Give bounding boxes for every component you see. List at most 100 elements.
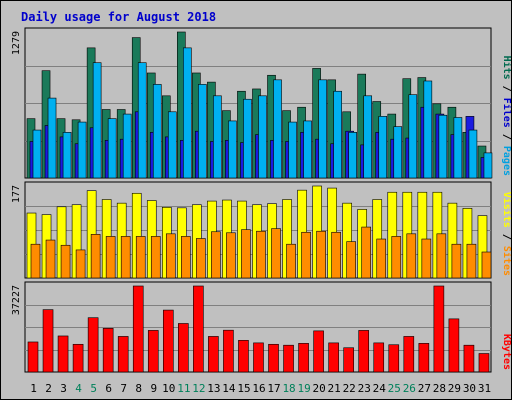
panel-2-legend: Visits / Sites	[501, 192, 511, 276]
kbytes-bar	[358, 330, 370, 373]
sites-bar	[361, 226, 372, 279]
kbytes-bar	[403, 336, 415, 373]
sites-bar	[256, 230, 266, 279]
x-tick-label: 21	[328, 382, 341, 395]
x-tick-label: 7	[120, 382, 127, 395]
pages-bar	[483, 152, 493, 179]
legend-separator: /	[501, 128, 511, 146]
pages-bar	[92, 62, 102, 179]
kbytes-bar	[193, 285, 204, 373]
kbytes-bar	[433, 285, 445, 373]
kbytes-bar	[388, 344, 400, 373]
pages-bar	[363, 95, 373, 179]
sites-bar	[241, 229, 251, 279]
kbytes-bar	[27, 341, 39, 373]
sites-bar	[481, 251, 492, 279]
kbytes-bar	[132, 285, 144, 373]
legend-separator: /	[501, 228, 511, 246]
pages-bar	[408, 94, 418, 179]
x-tick-label: 16	[252, 382, 265, 395]
sites-bar	[376, 238, 387, 279]
kbytes-bar	[117, 336, 129, 373]
kbytes-bar	[178, 323, 189, 373]
x-tick-label: 19	[297, 382, 310, 395]
sites-bar	[466, 243, 477, 279]
pages-bar	[228, 120, 237, 179]
panel-1-legend: Hits / Files / Pages	[501, 56, 511, 176]
sites-bar	[316, 230, 326, 279]
kbytes-bar	[162, 309, 174, 373]
x-tick-label: 6	[105, 382, 112, 395]
pages-bar	[333, 90, 342, 179]
pages-bar	[258, 95, 267, 179]
kbytes-bar	[102, 328, 114, 373]
sites-bar	[421, 238, 432, 279]
legend-visits: Visits	[501, 192, 511, 228]
sites-bar	[301, 231, 311, 279]
kbytes-bar	[253, 342, 264, 373]
panel-3-max-label: 37227	[11, 285, 22, 315]
sites-bar	[286, 243, 296, 279]
x-tick-label: 12	[192, 382, 205, 395]
x-tick-label: 17	[267, 382, 280, 395]
panel-3-legend: KBytes	[501, 334, 511, 370]
kbytes-bar	[448, 318, 460, 373]
sites-bar	[165, 233, 176, 279]
pages-bar	[468, 129, 478, 179]
x-tick-label: 15	[237, 382, 250, 395]
pages-bar	[288, 121, 297, 179]
sites-bar	[150, 236, 161, 279]
x-tick-label: 14	[222, 382, 236, 395]
pages-bar	[32, 129, 42, 179]
kbytes-bar	[147, 330, 159, 373]
x-tick-label: 23	[358, 382, 371, 395]
sites-bar	[196, 238, 206, 279]
x-tick-label: 4	[75, 382, 82, 395]
kbytes-bar	[283, 344, 294, 373]
kbytes-bar	[463, 344, 475, 373]
sites-bar	[90, 234, 101, 279]
legend-separator: /	[501, 80, 511, 98]
x-tick-label: 29	[448, 382, 461, 395]
pages-bar	[137, 62, 147, 179]
x-tick-label: 1	[30, 382, 37, 395]
kbytes-bar	[373, 342, 385, 373]
pages-bar	[453, 117, 463, 179]
legend-kbytes: KBytes	[501, 334, 511, 370]
pages-bar	[378, 116, 388, 179]
pages-bar	[243, 98, 252, 179]
pages-bar	[152, 84, 162, 179]
chart-title: Daily usage for August 2018	[21, 10, 216, 24]
x-tick-label: 2	[45, 382, 52, 395]
x-tick-label: 31	[478, 382, 491, 395]
x-tick-label: 27	[418, 382, 431, 395]
sites-bar	[120, 236, 131, 279]
x-tick-label: 18	[282, 382, 295, 395]
pages-bar	[183, 47, 192, 179]
sites-bar	[75, 249, 86, 279]
x-tick-label: 30	[463, 382, 476, 395]
legend-pages: Pages	[501, 146, 511, 176]
kbytes-bar	[313, 330, 324, 373]
x-tick-label: 24	[373, 382, 387, 395]
pages-bar	[198, 84, 207, 179]
sites-bar	[436, 233, 447, 279]
pages-bar	[438, 114, 448, 179]
panel-1-max-label: 1279	[11, 31, 22, 55]
kbytes-bar	[42, 309, 54, 373]
x-tick-label: 5	[90, 382, 97, 395]
x-tick-label: 20	[313, 382, 326, 395]
kbytes-bar	[208, 336, 219, 373]
kbytes-bar	[57, 335, 69, 373]
panel-2-max-label: 177	[11, 185, 22, 203]
pages-bar	[423, 80, 433, 179]
pages-bar	[47, 97, 57, 179]
pages-bar	[167, 111, 177, 179]
x-tick-label: 22	[343, 382, 356, 395]
kbytes-bar	[343, 347, 354, 373]
kbytes-bar	[87, 317, 99, 373]
pages-bar	[122, 113, 132, 179]
pages-bar	[393, 126, 403, 179]
